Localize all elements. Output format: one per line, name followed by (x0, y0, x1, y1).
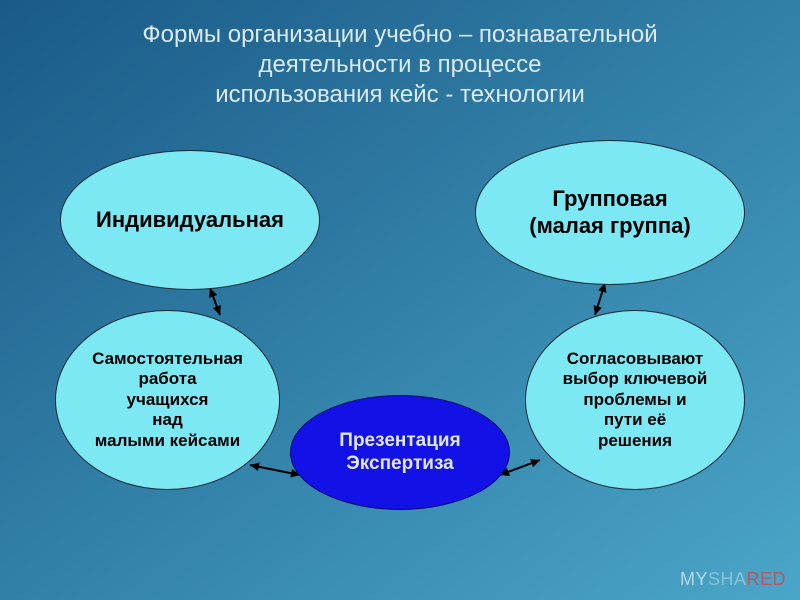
node-group: Групповая(малая группа) (475, 140, 745, 285)
node-center: ПрезентацияЭкспертиза (290, 395, 510, 510)
watermark-sha: SHA (708, 569, 747, 589)
watermark-red: RED (746, 569, 786, 589)
node-self_work: Самостоятельнаяработаучащихсянадмалыми к… (55, 310, 280, 490)
slide-stage: Формы организации учебно – познавательно… (0, 0, 800, 600)
node-agree: Согласовываютвыбор ключевойпроблемы ипут… (525, 310, 745, 490)
node-individual: Индивидуальная (60, 150, 320, 290)
slide-title: Формы организации учебно – познавательно… (0, 20, 800, 110)
watermark: MYSHARED (680, 569, 786, 590)
watermark-my: MY (680, 569, 708, 589)
